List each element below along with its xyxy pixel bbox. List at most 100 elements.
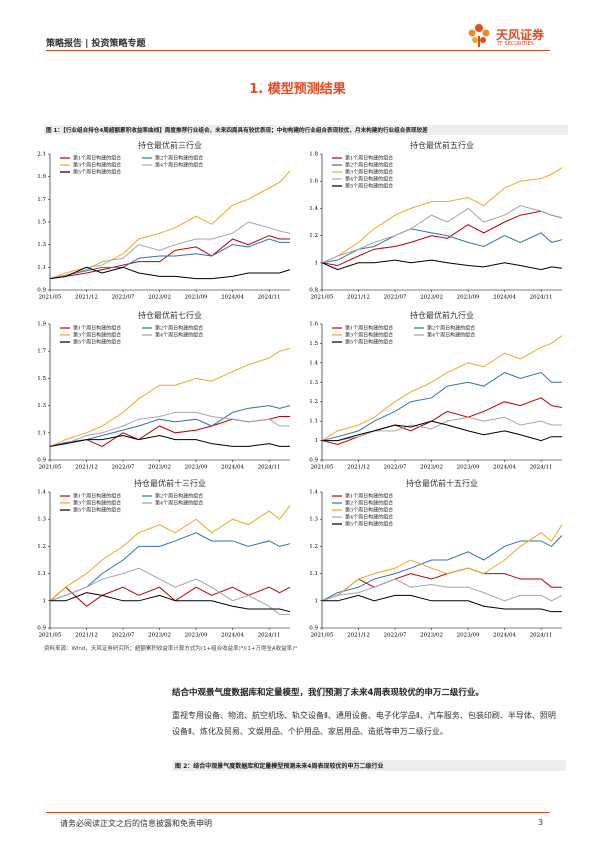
series-line (321, 259, 563, 271)
legend-label: 第1个周日构建的组合 (73, 325, 121, 332)
legend-label: 第3个周日构建的组合 (345, 169, 393, 176)
logo-en: TF SECURITIES (497, 41, 534, 47)
legend-label: 第3个周日构建的组合 (345, 507, 393, 514)
page-number: 3 (538, 818, 544, 827)
y-tick-label: 1.2 (309, 399, 318, 405)
y-tick-label: 1.7 (37, 349, 46, 355)
series-line (321, 578, 563, 602)
figure-caption: 图 2：结合中观景气度数据库和定量模型预测未来4周表现较优的申万二级行业 (172, 760, 566, 771)
series-line (49, 505, 291, 602)
series-line (49, 235, 290, 280)
figure-caption: 图 1：【行业组合持仓4周超额累积收益率曲线】周度推荐行业组合，未来四周具有较优… (44, 125, 568, 135)
legend-label: 第3个周日构建的组合 (345, 332, 393, 339)
y-tick-label: 0.9 (309, 458, 318, 464)
y-tick-label: 1.1 (37, 571, 46, 577)
x-tick-label: 2021/12 (347, 465, 370, 471)
x-tick-label: 2021/05 (311, 465, 334, 471)
y-tick-label: 1.2 (309, 544, 318, 550)
y-tick-label: 1.1 (309, 419, 318, 425)
y-tick-label: 1.1 (37, 265, 46, 271)
x-tick-label: 2023/02 (420, 465, 443, 471)
series-line (322, 420, 562, 442)
y-tick-label: 1.5 (37, 376, 46, 382)
x-tick-label: 2022/07 (112, 465, 135, 471)
y-tick-label: 1 (315, 598, 319, 604)
x-tick-label: 2024/04 (493, 295, 516, 301)
x-tick-label: 2023/02 (148, 465, 171, 471)
x-tick-label: 2021/05 (39, 465, 62, 471)
y-tick-label: 1.4 (309, 490, 318, 496)
x-tick-label: 2023/02 (148, 633, 171, 639)
x-tick-label: 2023/02 (420, 295, 443, 301)
chart-title: 持仓最优前十三行业 (134, 478, 206, 488)
legend-label: 第1个周日构建的组合 (73, 493, 121, 500)
series-line (49, 586, 291, 607)
series-line (321, 228, 563, 264)
y-tick-label: 2.1 (37, 152, 46, 158)
series-line (321, 372, 562, 442)
x-tick-label: 2022/07 (384, 295, 407, 301)
header-rule (46, 50, 550, 51)
chart-title: 持仓最优前三行业 (138, 140, 202, 150)
x-tick-label: 2021/05 (39, 633, 62, 639)
chart-title: 持仓最优前七行业 (138, 310, 202, 320)
y-tick-label: 1.3 (309, 380, 318, 386)
y-tick-label: 1.3 (37, 403, 46, 409)
x-tick-label: 2021/05 (311, 633, 334, 639)
y-tick-label: 1.4 (37, 490, 46, 496)
y-tick-label: 1.3 (309, 517, 318, 523)
x-tick-label: 2024/11 (258, 295, 281, 301)
legend-label: 第5个周日构建的组合 (73, 507, 121, 514)
x-tick-label: 2022/07 (112, 295, 135, 301)
y-tick-label: 1.2 (309, 233, 318, 239)
x-tick-label: 2021/12 (347, 295, 370, 301)
legend-label: 第3个周日构建的组合 (73, 162, 121, 169)
series-line (49, 170, 291, 280)
y-tick-label: 0.9 (309, 626, 318, 632)
footer-text: 请务必阅读正文之后的信息披露和免责申明 (60, 819, 212, 828)
x-tick-label: 2022/07 (384, 633, 407, 639)
legend-label: 第5个周日构建的组合 (73, 169, 121, 176)
series-line (321, 524, 563, 602)
series-line (321, 535, 563, 602)
x-tick-label: 2024/11 (258, 633, 281, 639)
legend-label: 第5个周日构建的组合 (345, 339, 393, 346)
series-line (49, 266, 291, 280)
x-tick-label: 2023/09 (457, 465, 480, 471)
series-line (321, 210, 563, 267)
series-line (321, 205, 563, 264)
x-tick-label: 2023/09 (457, 295, 480, 301)
y-tick-label: 0.9 (37, 458, 46, 464)
legend-label: 第4个周日构建的组合 (155, 500, 203, 507)
chart-title: 持仓最优前五行业 (410, 140, 474, 150)
legend-label: 第4个周日构建的组合 (155, 162, 203, 169)
section-title: 1. 模型预测结果 (249, 82, 346, 97)
x-tick-label: 2023/02 (420, 633, 443, 639)
series-line (50, 592, 291, 613)
paragraph: 重视专用设备、物流、航空机场、轨交设备Ⅱ、通用设备、电子化学品Ⅱ、汽车服务、包装… (172, 711, 556, 736)
footer-rule (46, 812, 550, 813)
legend-label: 第4个周日构建的组合 (155, 332, 203, 339)
x-tick-label: 2023/02 (148, 295, 171, 301)
y-tick-label: 1 (315, 438, 319, 444)
legend-label: 第3个周日构建的组合 (73, 332, 121, 339)
y-tick-label: 1.1 (309, 571, 318, 577)
y-tick-label: 1 (315, 260, 319, 266)
y-tick-label: 1.9 (37, 174, 46, 180)
summary: 结合中观景气度数据库和定量模型，我们预测了未来4周表现较优的申万二级行业。 (172, 688, 484, 698)
y-tick-label: 1.5 (37, 220, 46, 226)
y-tick-label: 1.1 (37, 430, 46, 436)
x-tick-label: 2024/04 (493, 633, 516, 639)
x-tick-label: 2023/09 (457, 633, 480, 639)
legend-label: 第4个周日构建的组合 (427, 332, 475, 339)
logo-icon (468, 24, 490, 47)
y-tick-label: 0.8 (309, 288, 318, 294)
x-tick-label: 2021/12 (75, 465, 98, 471)
y-tick-label: 1.8 (309, 152, 318, 158)
x-tick-label: 2023/09 (185, 633, 208, 639)
chart-title: 持仓最优前十五行业 (406, 478, 478, 488)
legend-label: 第3个周日构建的组合 (73, 500, 121, 507)
y-tick-label: 0.9 (37, 626, 46, 632)
x-tick-label: 2023/09 (185, 295, 208, 301)
